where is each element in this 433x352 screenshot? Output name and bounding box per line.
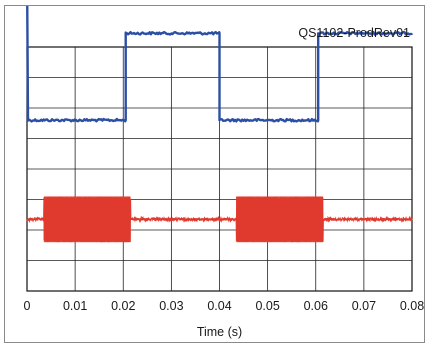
x-tick-label: 0.02 — [111, 299, 135, 313]
x-tick-labels: 0 0.01 0.02 0.03 0.04 0.05 0.06 0.07 0.08 — [24, 299, 425, 313]
series-square-wave — [26, 6, 414, 123]
x-tick-label: 0.03 — [159, 299, 183, 313]
oscilloscope-chart: 0 0.01 0.02 0.03 0.04 0.05 0.06 0.07 0.08 QS1102… — [24, 6, 425, 339]
x-tick-label: 0.08 — [400, 299, 424, 313]
x-tick-label: 0.06 — [304, 299, 328, 313]
x-tick-label: 0.05 — [255, 299, 279, 313]
chart-title: QS1102-ProdRev01 — [298, 26, 410, 40]
burst-block — [236, 196, 323, 243]
burst-block — [43, 196, 131, 243]
x-tick-label: 0.07 — [352, 299, 376, 313]
x-tick-label: 0.01 — [63, 299, 87, 313]
chart-frame: 0 0.01 0.02 0.03 0.04 0.05 0.06 0.07 0.08 QS1102… — [4, 5, 425, 343]
x-tick-label: 0 — [24, 299, 31, 313]
x-axis-label: Time (s) — [197, 325, 242, 339]
series-layer — [26, 6, 414, 243]
x-tick-label: 0.04 — [207, 299, 231, 313]
